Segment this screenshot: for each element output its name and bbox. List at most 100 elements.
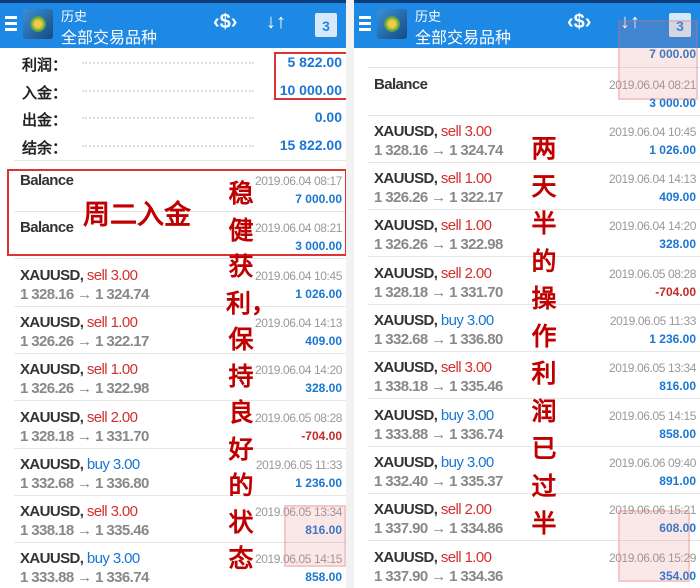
currency-exchange-icon[interactable]: ‹$› bbox=[567, 11, 592, 33]
trade-title: XAUUSD, sell 2.00 bbox=[374, 264, 492, 282]
amount: 816.00 bbox=[305, 523, 342, 538]
list-item-partial[interactable]: 7 000.00 bbox=[368, 28, 700, 68]
trade-title: XAUUSD, sell 2.00 bbox=[20, 408, 138, 426]
price-range: 1 337.90 → 1 334.86 bbox=[374, 520, 503, 538]
symbol-filter[interactable]: 全部交易品种 bbox=[61, 30, 158, 47]
symbol: Balance bbox=[20, 219, 74, 237]
list-item[interactable]: Balance 2019.06.04 08:21 3 000.00 bbox=[14, 212, 346, 260]
price-range: 1 332.68 → 1 336.80 bbox=[374, 331, 503, 348]
currency-exchange-icon[interactable]: ‹$› bbox=[213, 11, 238, 33]
summary-value: 5 822.00 bbox=[287, 54, 343, 70]
price-range: 1 338.18 → 1 335.46 bbox=[374, 378, 503, 396]
trade-side: sell 2.00 bbox=[440, 501, 492, 519]
trade-title: Balance bbox=[20, 219, 74, 237]
price-range: 1 332.40 → 1 335.37 bbox=[374, 472, 503, 490]
summary-value: 0.00 bbox=[314, 109, 342, 125]
list-item[interactable]: XAUUSD, sell 2.00 1 337.90 → 1 334.86 2019… bbox=[368, 494, 700, 542]
symbol: XAUUSD, bbox=[20, 550, 84, 568]
trade-title: XAUUSD, buy 3.00 bbox=[20, 456, 140, 473]
timestamp: 2019.06.05 13:34 bbox=[254, 505, 342, 520]
list-item[interactable]: XAUUSD, sell 3.00 1 338.18 → 1 335.46 2019… bbox=[14, 496, 346, 544]
list-item[interactable]: Balance 2019.06.04 08:21 3 000.00 bbox=[368, 69, 700, 116]
list-item[interactable]: XAUUSD, sell 1.00 1 326.26 → 1 322.98 2019… bbox=[14, 354, 346, 402]
list-item[interactable]: XAUUSD, sell 1.00 1 326.26 → 1 322.17 2019… bbox=[14, 307, 346, 354]
symbol: XAUUSD, bbox=[20, 266, 84, 284]
trade-title: XAUUSD, buy 3.00 bbox=[374, 454, 494, 471]
trade-side: sell 1.00 bbox=[86, 361, 138, 379]
trade-side: sell 2.00 bbox=[86, 408, 138, 426]
calendar-icon[interactable]: 3 bbox=[669, 13, 691, 37]
dotted-leader bbox=[82, 117, 254, 119]
watermark-seal bbox=[618, 20, 698, 100]
status-bar bbox=[354, 0, 700, 3]
trade-side: buy 3.00 bbox=[440, 312, 494, 329]
trade-side: buy 3.00 bbox=[440, 406, 494, 424]
list-item[interactable]: XAUUSD, buy 3.00 1 332.68 → 1 336.80 2019.… bbox=[14, 449, 346, 496]
timestamp: 2019.06.05 13:34 bbox=[608, 361, 696, 376]
app-header: 历史 全部交易品种 ‹$› ↓↑ 3 bbox=[354, 3, 700, 48]
trade-side: sell 2.00 bbox=[440, 264, 492, 282]
menu-icon[interactable] bbox=[5, 16, 17, 32]
amount: 7 000.00 bbox=[649, 47, 696, 61]
highlight-box-deposits bbox=[7, 169, 346, 256]
menu-icon[interactable] bbox=[359, 16, 371, 32]
amount: 354.00 bbox=[659, 568, 696, 583]
symbol: XAUUSD, bbox=[20, 408, 84, 426]
dotted-leader bbox=[82, 62, 254, 64]
amount: -704.00 bbox=[301, 428, 342, 443]
list-item[interactable]: XAUUSD, sell 2.00 1 328.18 → 1 331.70 2019… bbox=[14, 402, 346, 449]
calendar-icon[interactable]: 3 bbox=[315, 13, 337, 37]
symbol: XAUUSD, bbox=[374, 217, 438, 235]
highlight-box-profit-deposit bbox=[274, 52, 346, 100]
list-item[interactable]: XAUUSD, buy 3.00 1 332.40 → 1 335.37 2019.… bbox=[368, 447, 700, 494]
summary-row: 出金： 0.00 bbox=[22, 105, 344, 133]
summary-value: 10 000.00 bbox=[279, 81, 342, 98]
timestamp: 2019.06.04 14:13 bbox=[254, 315, 342, 330]
symbol-filter[interactable]: 全部交易品种 bbox=[415, 30, 512, 47]
trade-side: sell 3.00 bbox=[86, 503, 138, 521]
timestamp: 2019.06.06 09:40 bbox=[608, 455, 696, 470]
divider bbox=[14, 160, 346, 161]
timestamp: 2019.06.05 08:28 bbox=[254, 410, 342, 425]
sort-icon[interactable]: ↓↑ bbox=[266, 11, 286, 33]
symbol: XAUUSD, bbox=[374, 359, 438, 377]
panel-divider bbox=[346, 0, 354, 588]
list-item[interactable]: XAUUSD, buy 3.00 1 333.88 → 1 336.74 2019.… bbox=[368, 400, 700, 447]
price-range: 1 328.16 → 1 324.74 bbox=[374, 141, 503, 159]
list-item[interactable]: XAUUSD, sell 1.00 1 326.26 → 1 322.17 2019… bbox=[368, 163, 700, 211]
trade-title: XAUUSD, sell 3.00 bbox=[20, 266, 138, 284]
list-item[interactable]: XAUUSD, sell 2.00 1 328.18 → 1 331.70 2019… bbox=[368, 258, 700, 305]
timestamp: 2019.06.06 15:21 bbox=[608, 503, 696, 518]
watermark-seal bbox=[618, 510, 690, 582]
list-item[interactable]: XAUUSD, sell 3.00 1 328.16 → 1 324.74 2019… bbox=[14, 260, 346, 307]
trade-side: sell 3.00 bbox=[440, 122, 492, 140]
list-item[interactable]: XAUUSD, sell 3.00 1 338.18 → 1 335.46 2019… bbox=[368, 352, 700, 400]
header-subtitle: 历史 bbox=[61, 9, 88, 24]
price-range: 1 328.18 → 1 331.70 bbox=[20, 427, 149, 445]
amount: 409.00 bbox=[305, 333, 342, 348]
list-item[interactable]: Balance 2019.06.04 08:17 7 000.00 bbox=[14, 165, 346, 212]
amount: 3 000.00 bbox=[649, 95, 696, 110]
trade-title: XAUUSD, sell 3.00 bbox=[20, 503, 138, 521]
amount: 409.00 bbox=[659, 190, 696, 205]
symbol: XAUUSD, bbox=[374, 122, 438, 140]
metatrader-logo bbox=[377, 9, 407, 39]
list-item[interactable]: XAUUSD, sell 3.00 1 328.16 → 1 324.74 2019… bbox=[368, 116, 700, 163]
amount: 3 000.00 bbox=[295, 239, 342, 254]
list-item[interactable]: XAUUSD, buy 3.00 1 333.88 → 1 336.74 2019.… bbox=[14, 543, 346, 588]
symbol: XAUUSD, bbox=[374, 312, 438, 329]
trade-title: XAUUSD, sell 2.00 bbox=[374, 501, 492, 519]
sort-icon[interactable]: ↓↑ bbox=[620, 11, 640, 33]
price-range: 1 332.68 → 1 336.80 bbox=[20, 474, 149, 492]
trade-title: XAUUSD, buy 3.00 bbox=[374, 312, 494, 329]
dotted-leader bbox=[82, 89, 254, 92]
list-item[interactable]: XAUUSD, buy 3.00 1 332.68 → 1 336.80 2019.… bbox=[368, 305, 700, 352]
summary-value: 15 822.00 bbox=[279, 136, 342, 153]
symbol: Balance bbox=[20, 172, 74, 189]
timestamp: 2019.06.04 14:13 bbox=[608, 172, 696, 187]
trade-side: buy 3.00 bbox=[440, 453, 494, 471]
amount: 891.00 bbox=[659, 473, 696, 488]
trade-title: XAUUSD, sell 1.00 bbox=[374, 217, 492, 235]
list-item[interactable]: XAUUSD, sell 1.00 1 326.26 → 1 322.98 2019… bbox=[368, 210, 700, 258]
summary-label: 出金： bbox=[22, 112, 68, 129]
